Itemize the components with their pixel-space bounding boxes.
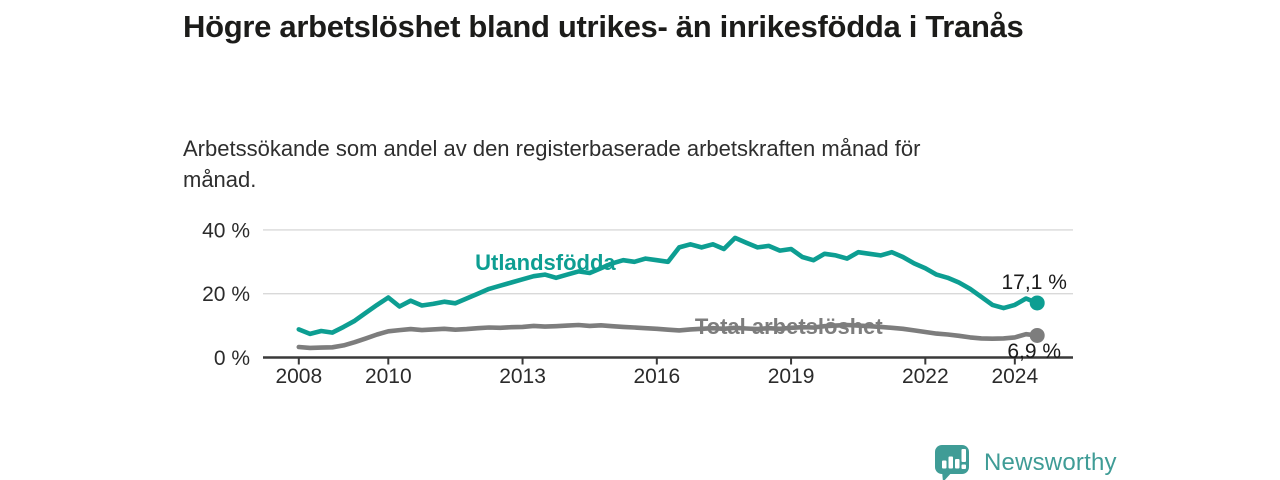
x-axis-tick-label: 2013 <box>499 365 546 388</box>
y-axis-tick-label: 0 % <box>214 347 250 370</box>
x-axis-tick-label: 2008 <box>275 365 322 388</box>
brand-name: Newsworthy <box>984 449 1117 476</box>
chart-subtitle: Arbetssökande som andel av den registerb… <box>183 136 921 192</box>
series-end-dot-utlandsfodda <box>1029 295 1045 311</box>
y-axis-tick-label: 40 % <box>202 219 250 242</box>
x-axis-tick-label: 2010 <box>365 365 412 388</box>
x-axis-tick-label: 2016 <box>633 365 680 388</box>
y-axis-tick-label: 20 % <box>202 283 250 306</box>
bar-chart-speech-bubble-icon <box>935 445 969 480</box>
x-axis-tick-label: 2019 <box>768 365 815 388</box>
x-axis-tick-label: 2024 <box>991 365 1038 388</box>
series-label-utlandsfodda: Utlandsfödda <box>475 250 616 275</box>
line-chart: 0 % 20 % 40 % 2008 2010 2013 2016 2019 2022 2024 1… <box>202 219 1073 388</box>
series-line-utlandsfodda <box>296 235 1040 337</box>
series-line-total-arbetsloshet <box>296 322 1040 351</box>
x-axis-tick-label: 2022 <box>902 365 949 388</box>
series-end-dot-total-arbetsloshet <box>1029 327 1045 343</box>
newsworthy-logo: Newsworthy <box>934 444 1117 480</box>
series-end-value-label-utlandsfodda: 17,1 % <box>1002 271 1067 294</box>
page-title: Högre arbetslöshet bland utrikes- än inr… <box>183 9 1024 44</box>
series-label-total-arbetsloshet: Total arbetslöshet <box>695 314 884 339</box>
series-end-value-label-total-arbetsloshet: 6,9 % <box>1007 340 1061 363</box>
